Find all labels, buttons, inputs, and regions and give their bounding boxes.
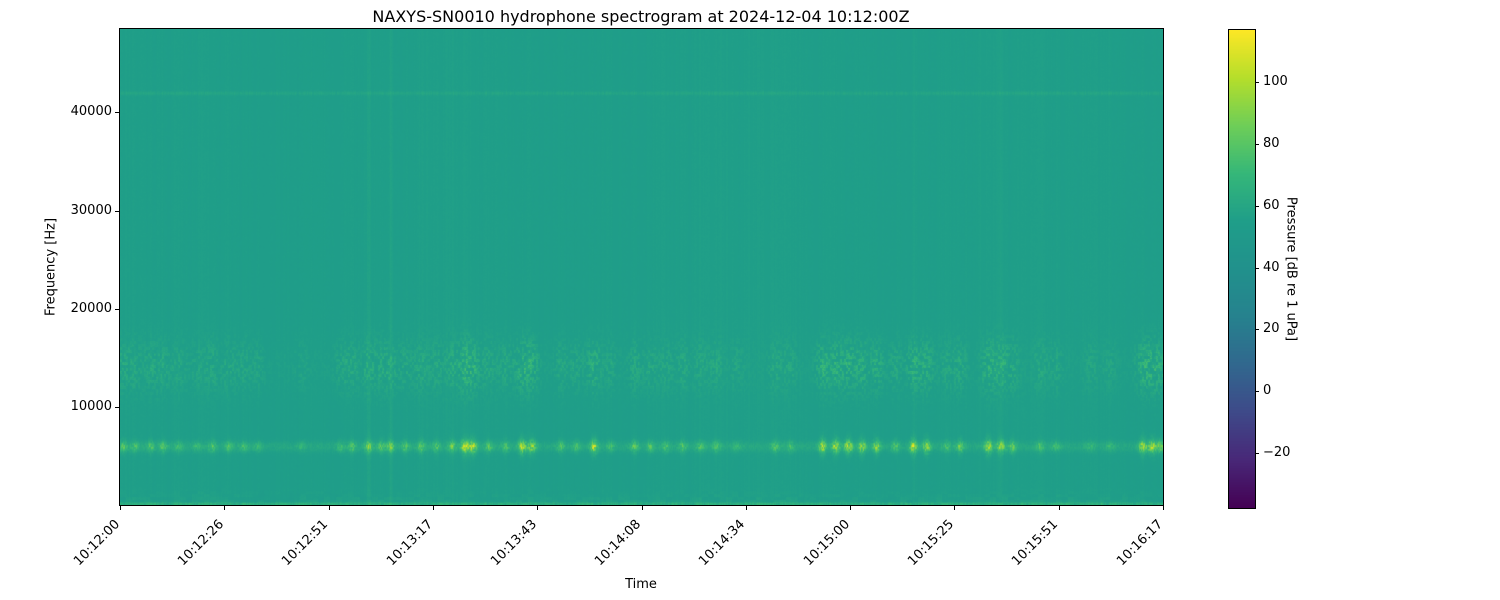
- colorbar-tick-mark: [1255, 329, 1259, 331]
- y-axis-label: Frequency [Hz]: [43, 217, 59, 317]
- colorbar-tick-mark: [1255, 205, 1259, 207]
- colorbar-tick-label: 80: [1263, 136, 1280, 152]
- colorbar-tick-label: 0: [1263, 382, 1272, 398]
- colorbar-label: Pressure [dB re 1 uPa]: [1283, 196, 1299, 342]
- colorbar-tick-mark: [1255, 452, 1259, 454]
- x-tick-label: 10:15:51: [1009, 517, 1062, 569]
- y-tick-mark: [115, 112, 119, 114]
- x-tick-mark: [120, 506, 121, 510]
- colorbar-tick-label: 40: [1263, 259, 1280, 275]
- y-tick-mark: [115, 210, 119, 212]
- x-tick-mark: [954, 506, 956, 510]
- x-tick-mark: [537, 506, 539, 510]
- y-tick-label: 20000: [70, 300, 112, 316]
- x-tick-mark: [328, 506, 330, 510]
- colorbar-tick-mark: [1255, 82, 1259, 84]
- colorbar-tick-mark: [1255, 390, 1259, 392]
- plot-title: NAXYS-SN0010 hydrophone spectrogram at 2…: [372, 7, 910, 26]
- colorbar-tick-label: 60: [1263, 197, 1280, 213]
- x-tick-label: 10:12:51: [279, 517, 332, 569]
- y-tick-label: 30000: [70, 202, 112, 218]
- colorbar-tick-label: −20: [1263, 444, 1291, 460]
- x-tick-label: 10:12:00: [70, 517, 123, 569]
- x-tick-label: 10:12:26: [175, 517, 227, 569]
- x-axis-label: Time: [625, 577, 657, 592]
- colorbar-tick-mark: [1255, 267, 1259, 269]
- colorbar-tick-label: 100: [1263, 74, 1288, 90]
- x-tick-mark: [432, 506, 434, 510]
- x-tick-mark: [745, 506, 747, 510]
- x-tick-label: 10:13:17: [383, 517, 436, 569]
- x-tick-mark: [224, 506, 226, 510]
- x-tick-mark: [850, 506, 852, 510]
- x-tick-label: 10:14:08: [592, 517, 645, 569]
- y-tick-label: 40000: [70, 104, 112, 120]
- x-tick-label: 10:14:34: [696, 517, 749, 569]
- spectrogram-heatmap: [120, 29, 1163, 505]
- x-tick-mark: [1163, 506, 1164, 510]
- x-tick-label: 10:13:43: [487, 517, 540, 569]
- x-tick-mark: [641, 506, 643, 510]
- x-tick-mark: [1058, 506, 1060, 510]
- colorbar-tick-mark: [1255, 144, 1259, 146]
- y-tick-label: 10000: [70, 398, 112, 414]
- y-tick-mark: [115, 308, 119, 310]
- y-tick-mark: [115, 406, 119, 408]
- colorbar-gradient: [1229, 30, 1255, 508]
- x-tick-label: 10:16:17: [1113, 517, 1166, 569]
- x-tick-label: 10:15:25: [905, 517, 958, 569]
- x-tick-label: 10:15:00: [800, 517, 853, 569]
- colorbar-tick-label: 20: [1263, 321, 1280, 337]
